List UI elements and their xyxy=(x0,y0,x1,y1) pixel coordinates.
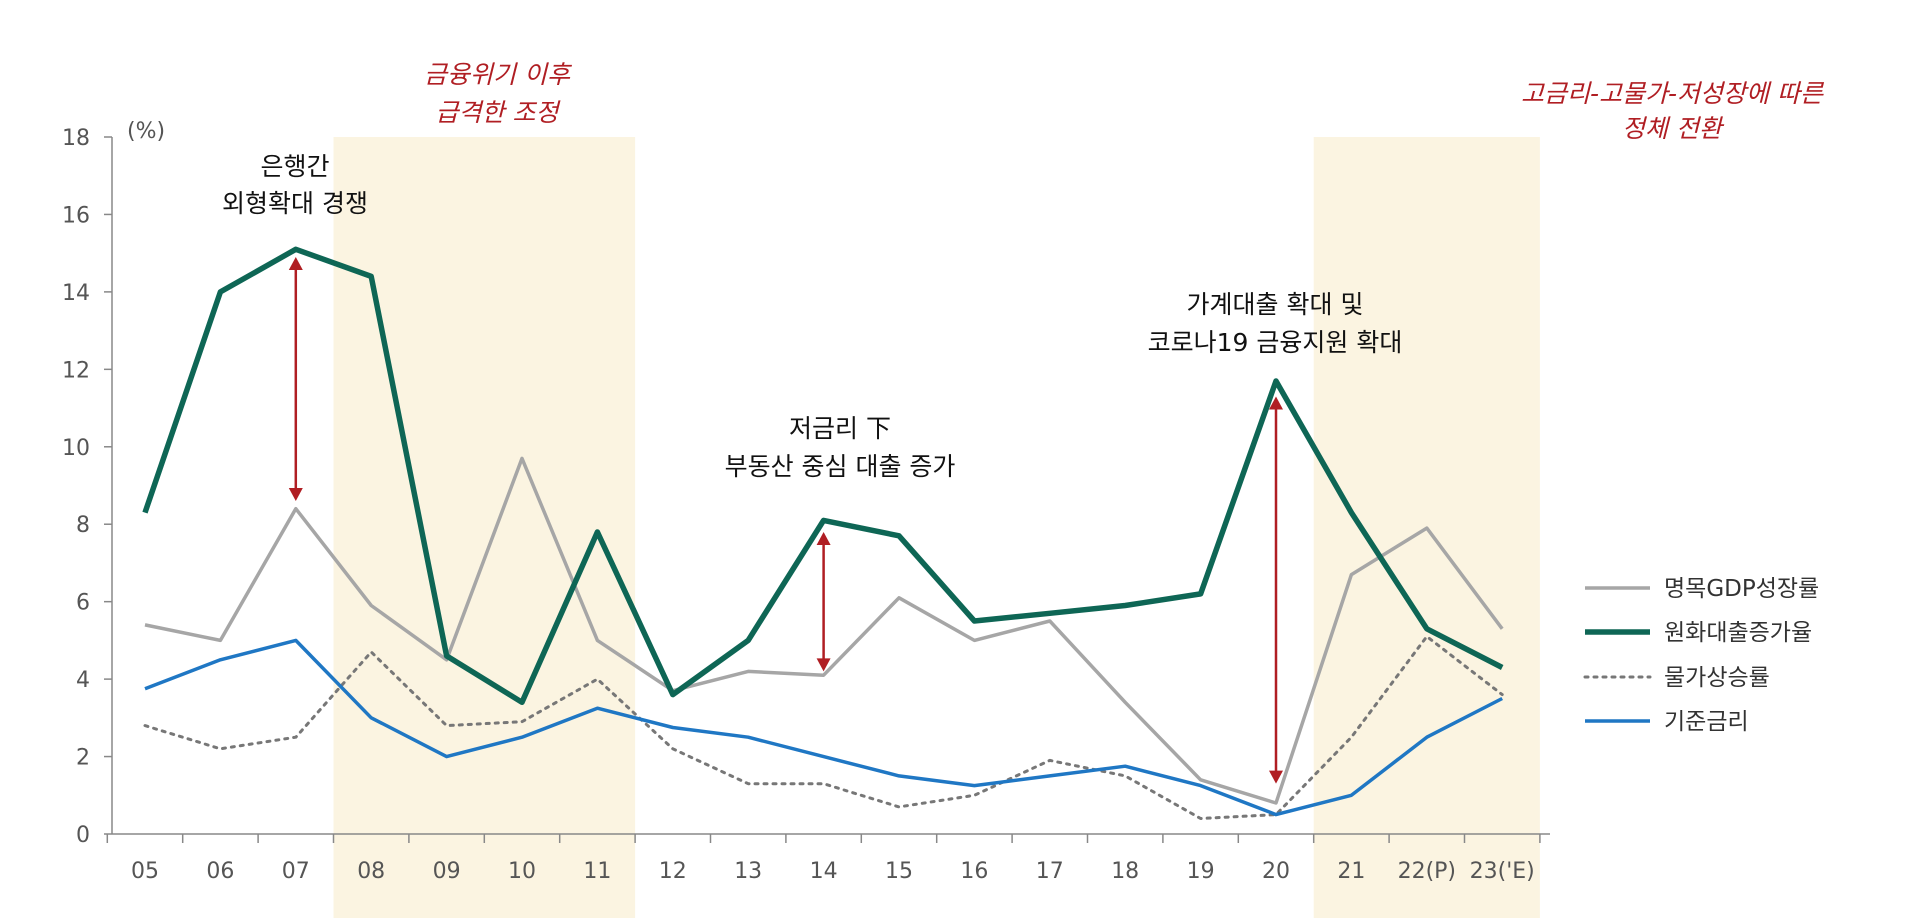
annotation-line: 정체 전환 xyxy=(1622,114,1725,143)
x-tick-label: 15 xyxy=(885,859,913,884)
annotation-line: 부동산 중심 대출 증가 xyxy=(725,452,956,481)
x-tick-label: 09 xyxy=(433,859,461,884)
shaded-period-1 xyxy=(333,137,636,918)
x-tick-label: 22(P) xyxy=(1398,859,1456,884)
x-tick-label: 21 xyxy=(1337,859,1365,884)
x-tick-label: 07 xyxy=(282,859,310,884)
x-tick-label: 23('E) xyxy=(1470,859,1535,884)
annotation-line: 고금리-고물가-저성장에 따른 xyxy=(1521,79,1825,108)
y-tick-label: 2 xyxy=(76,746,90,771)
series-lines xyxy=(142,246,1504,820)
x-tick-label: 08 xyxy=(357,859,385,884)
y-tick-label: 8 xyxy=(76,513,90,538)
annotation-2: 저금리 下 부동산 중심 대출 증가 xyxy=(725,414,956,481)
arrow-2 xyxy=(816,531,831,672)
x-tick-label: 20 xyxy=(1262,859,1290,884)
annotation-line: 금융위기 이후 xyxy=(424,60,573,89)
annotation-line: 코로나19 금융지원 확대 xyxy=(1148,328,1403,357)
annotation-line: 외형확대 경쟁 xyxy=(222,189,368,218)
x-tick-label: 12 xyxy=(659,859,687,884)
x-tick-label: 19 xyxy=(1187,859,1215,884)
legend-item-4: 기준금리 xyxy=(1585,709,1749,735)
series-line-3 xyxy=(143,635,1504,820)
arrow-3 xyxy=(1269,396,1283,784)
x-tick-label: 13 xyxy=(734,859,762,884)
y-tick-label: 6 xyxy=(76,591,90,616)
arrow-1 xyxy=(288,257,303,501)
annotation-line: 저금리 下 xyxy=(789,414,891,443)
y-tick-label: 10 xyxy=(62,436,90,461)
annotation-line: 급격한 조정 xyxy=(436,98,562,127)
series-line-2 xyxy=(142,246,1504,706)
x-tick-label: 14 xyxy=(810,859,838,884)
y-tick-label: 12 xyxy=(62,358,90,383)
x-tick-label: 17 xyxy=(1036,859,1064,884)
x-tick-label: 11 xyxy=(583,859,611,884)
legend-item-2: 원화대출증가율 xyxy=(1585,620,1812,646)
series-line-4 xyxy=(144,638,1503,817)
x-axis: 05 06 07 08 09 10 11 12 13 14 15 16 17 18 19 20 21 22(P) 2… xyxy=(106,833,1550,884)
y-tick-label: 14 xyxy=(62,281,90,306)
x-tick-label: 05 xyxy=(131,859,159,884)
legend-item-3: 물가상승률 xyxy=(1583,665,1770,691)
x-tick-label: 18 xyxy=(1111,859,1139,884)
annotation-line: 가계대출 확대 및 xyxy=(1187,290,1364,319)
y-axis: 0 2 4 6 8 10 12 14 16 18 xyxy=(62,126,113,848)
legend-label: 물가상승률 xyxy=(1664,665,1770,691)
y-axis-unit: (%) xyxy=(127,119,165,144)
x-tick-label: 06 xyxy=(206,859,234,884)
legend-label: 원화대출증가율 xyxy=(1664,620,1812,646)
y-tick-label: 0 xyxy=(76,823,90,848)
y-tick-label: 18 xyxy=(62,126,90,151)
y-tick-label: 16 xyxy=(62,203,90,228)
x-tick-label: 10 xyxy=(508,859,536,884)
y-tick-label: 4 xyxy=(76,668,90,693)
legend-label: 명목GDP성장률 xyxy=(1664,576,1819,602)
legend-item-1: 명목GDP성장률 xyxy=(1585,576,1819,602)
series-line-1 xyxy=(144,456,1504,805)
annotation-line: 은행간 xyxy=(260,152,329,181)
x-tick-label: 16 xyxy=(960,859,988,884)
arrows xyxy=(288,257,1283,784)
legend-label: 기준금리 xyxy=(1664,709,1749,735)
